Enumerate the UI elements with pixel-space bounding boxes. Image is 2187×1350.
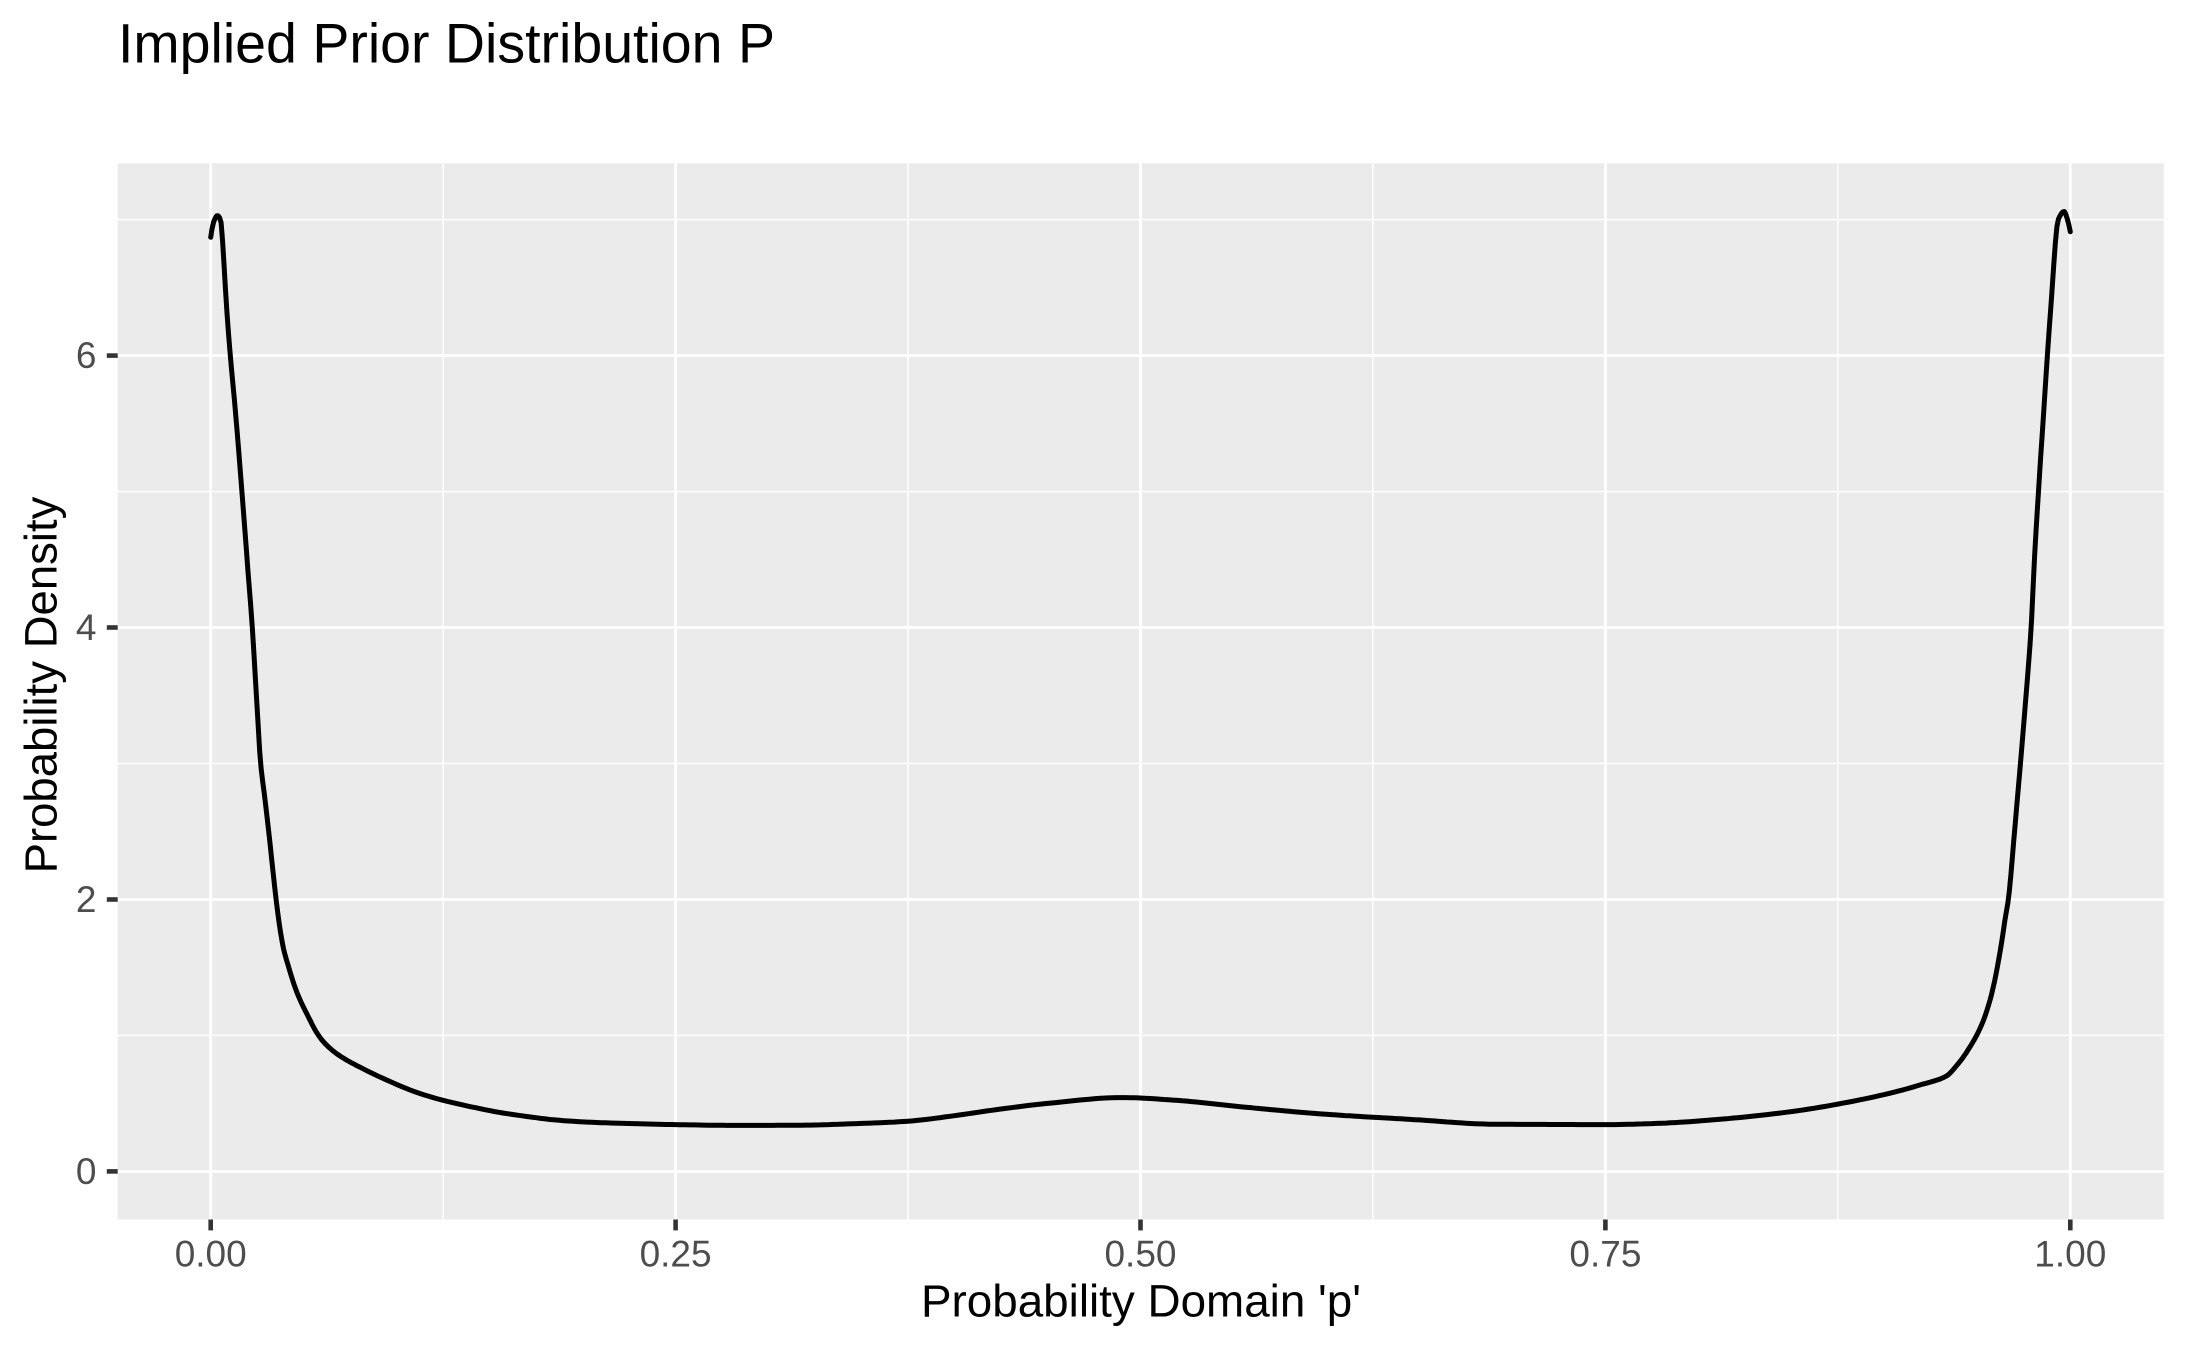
svg-text:2: 2 <box>76 879 97 920</box>
svg-text:6: 6 <box>76 335 97 376</box>
svg-text:0.50: 0.50 <box>1104 1234 1176 1275</box>
svg-text:4: 4 <box>76 607 97 648</box>
svg-text:Probability Domain 'p': Probability Domain 'p' <box>921 1276 1361 1327</box>
svg-text:Probability Density: Probability Density <box>16 496 67 873</box>
svg-text:Implied Prior Distribution P: Implied Prior Distribution P <box>118 12 775 74</box>
svg-text:0.25: 0.25 <box>640 1234 712 1275</box>
svg-text:0.00: 0.00 <box>175 1234 247 1275</box>
svg-text:1.00: 1.00 <box>2034 1234 2106 1275</box>
svg-text:0: 0 <box>76 1151 97 1192</box>
svg-text:0.75: 0.75 <box>1569 1234 1641 1275</box>
